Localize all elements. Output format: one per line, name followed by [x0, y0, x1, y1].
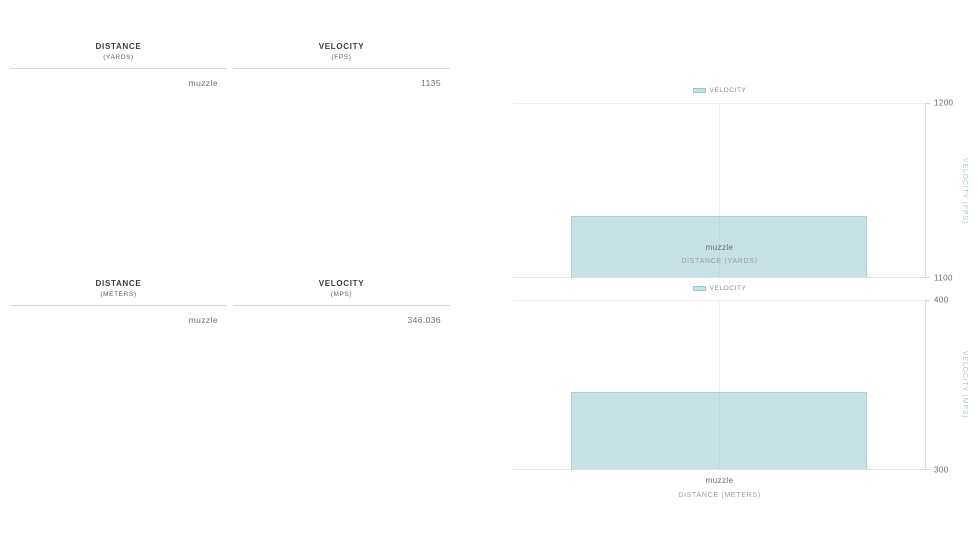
tick-mark — [926, 277, 930, 278]
velocity-chart-mps: VELOCITY 400 300 VELOCITY (MPS) muzzle D… — [490, 280, 978, 515]
y-axis-tick-label: 1200 — [934, 98, 954, 108]
tick-mark — [926, 103, 930, 104]
velocity-column-header: VELOCITY (MPS) — [233, 279, 450, 306]
velocity-cell: 1135 — [421, 78, 441, 88]
table-header-row: DISTANCE (YARDS) VELOCITY (FPS) — [10, 42, 450, 69]
legend[interactable]: VELOCITY — [513, 87, 926, 94]
plot-area — [513, 103, 926, 278]
y-axis-title: VELOCITY (FPS) — [961, 157, 968, 224]
table-row: muzzle 1135 — [10, 69, 450, 88]
column-unit: (FPS) — [331, 54, 352, 61]
y-axis-tick-label: 300 — [934, 465, 949, 475]
center-gridline — [719, 104, 720, 277]
column-title: DISTANCE — [95, 42, 142, 51]
distance-cell: muzzle — [188, 315, 218, 325]
x-axis-title: DISTANCE (METERS) — [678, 492, 761, 499]
distance-cell: muzzle — [188, 78, 218, 88]
distance-column-header: DISTANCE (YARDS) — [10, 42, 227, 69]
velocity-column-header: VELOCITY (FPS) — [233, 42, 450, 69]
tick-mark — [926, 300, 930, 301]
velocity-bar[interactable] — [571, 216, 867, 277]
column-unit: (YARDS) — [103, 54, 134, 61]
column-unit: (MPS) — [330, 291, 353, 298]
velocity-chart-fps: VELOCITY 1200 1100 VELOCITY (FPS) muzzle… — [490, 40, 978, 283]
x-category-label: muzzle — [705, 476, 734, 485]
y-axis-title: VELOCITY (MPS) — [961, 351, 968, 419]
legend-label: VELOCITY — [709, 87, 747, 94]
column-title: VELOCITY — [318, 42, 365, 51]
plot-area — [513, 300, 926, 470]
table-header-row: DISTANCE (METERS) VELOCITY (MPS) — [10, 279, 450, 306]
velocity-table-meters: DISTANCE (METERS) VELOCITY (MPS) muzzle … — [10, 279, 450, 325]
tick-mark — [926, 469, 930, 470]
column-unit: (METERS) — [100, 291, 137, 298]
velocity-table-yards: DISTANCE (YARDS) VELOCITY (FPS) muzzle 1… — [10, 42, 450, 88]
y-axis-tick-label: 400 — [934, 295, 949, 305]
table-row: muzzle 346.036 — [10, 306, 450, 325]
legend[interactable]: VELOCITY — [513, 285, 926, 292]
column-title: DISTANCE — [95, 279, 142, 288]
distance-column-header: DISTANCE (METERS) — [10, 279, 227, 306]
x-axis-title: DISTANCE (YARDS) — [681, 258, 758, 265]
legend-label: VELOCITY — [709, 285, 747, 292]
legend-swatch-icon — [692, 286, 706, 291]
x-category-label: muzzle — [705, 243, 734, 252]
velocity-bar[interactable] — [571, 391, 867, 469]
column-title: VELOCITY — [318, 279, 365, 288]
center-gridline — [719, 301, 720, 469]
y-axis-tick-label: 1100 — [934, 273, 953, 283]
legend-swatch-icon — [692, 88, 706, 93]
velocity-cell: 346.036 — [407, 315, 441, 325]
